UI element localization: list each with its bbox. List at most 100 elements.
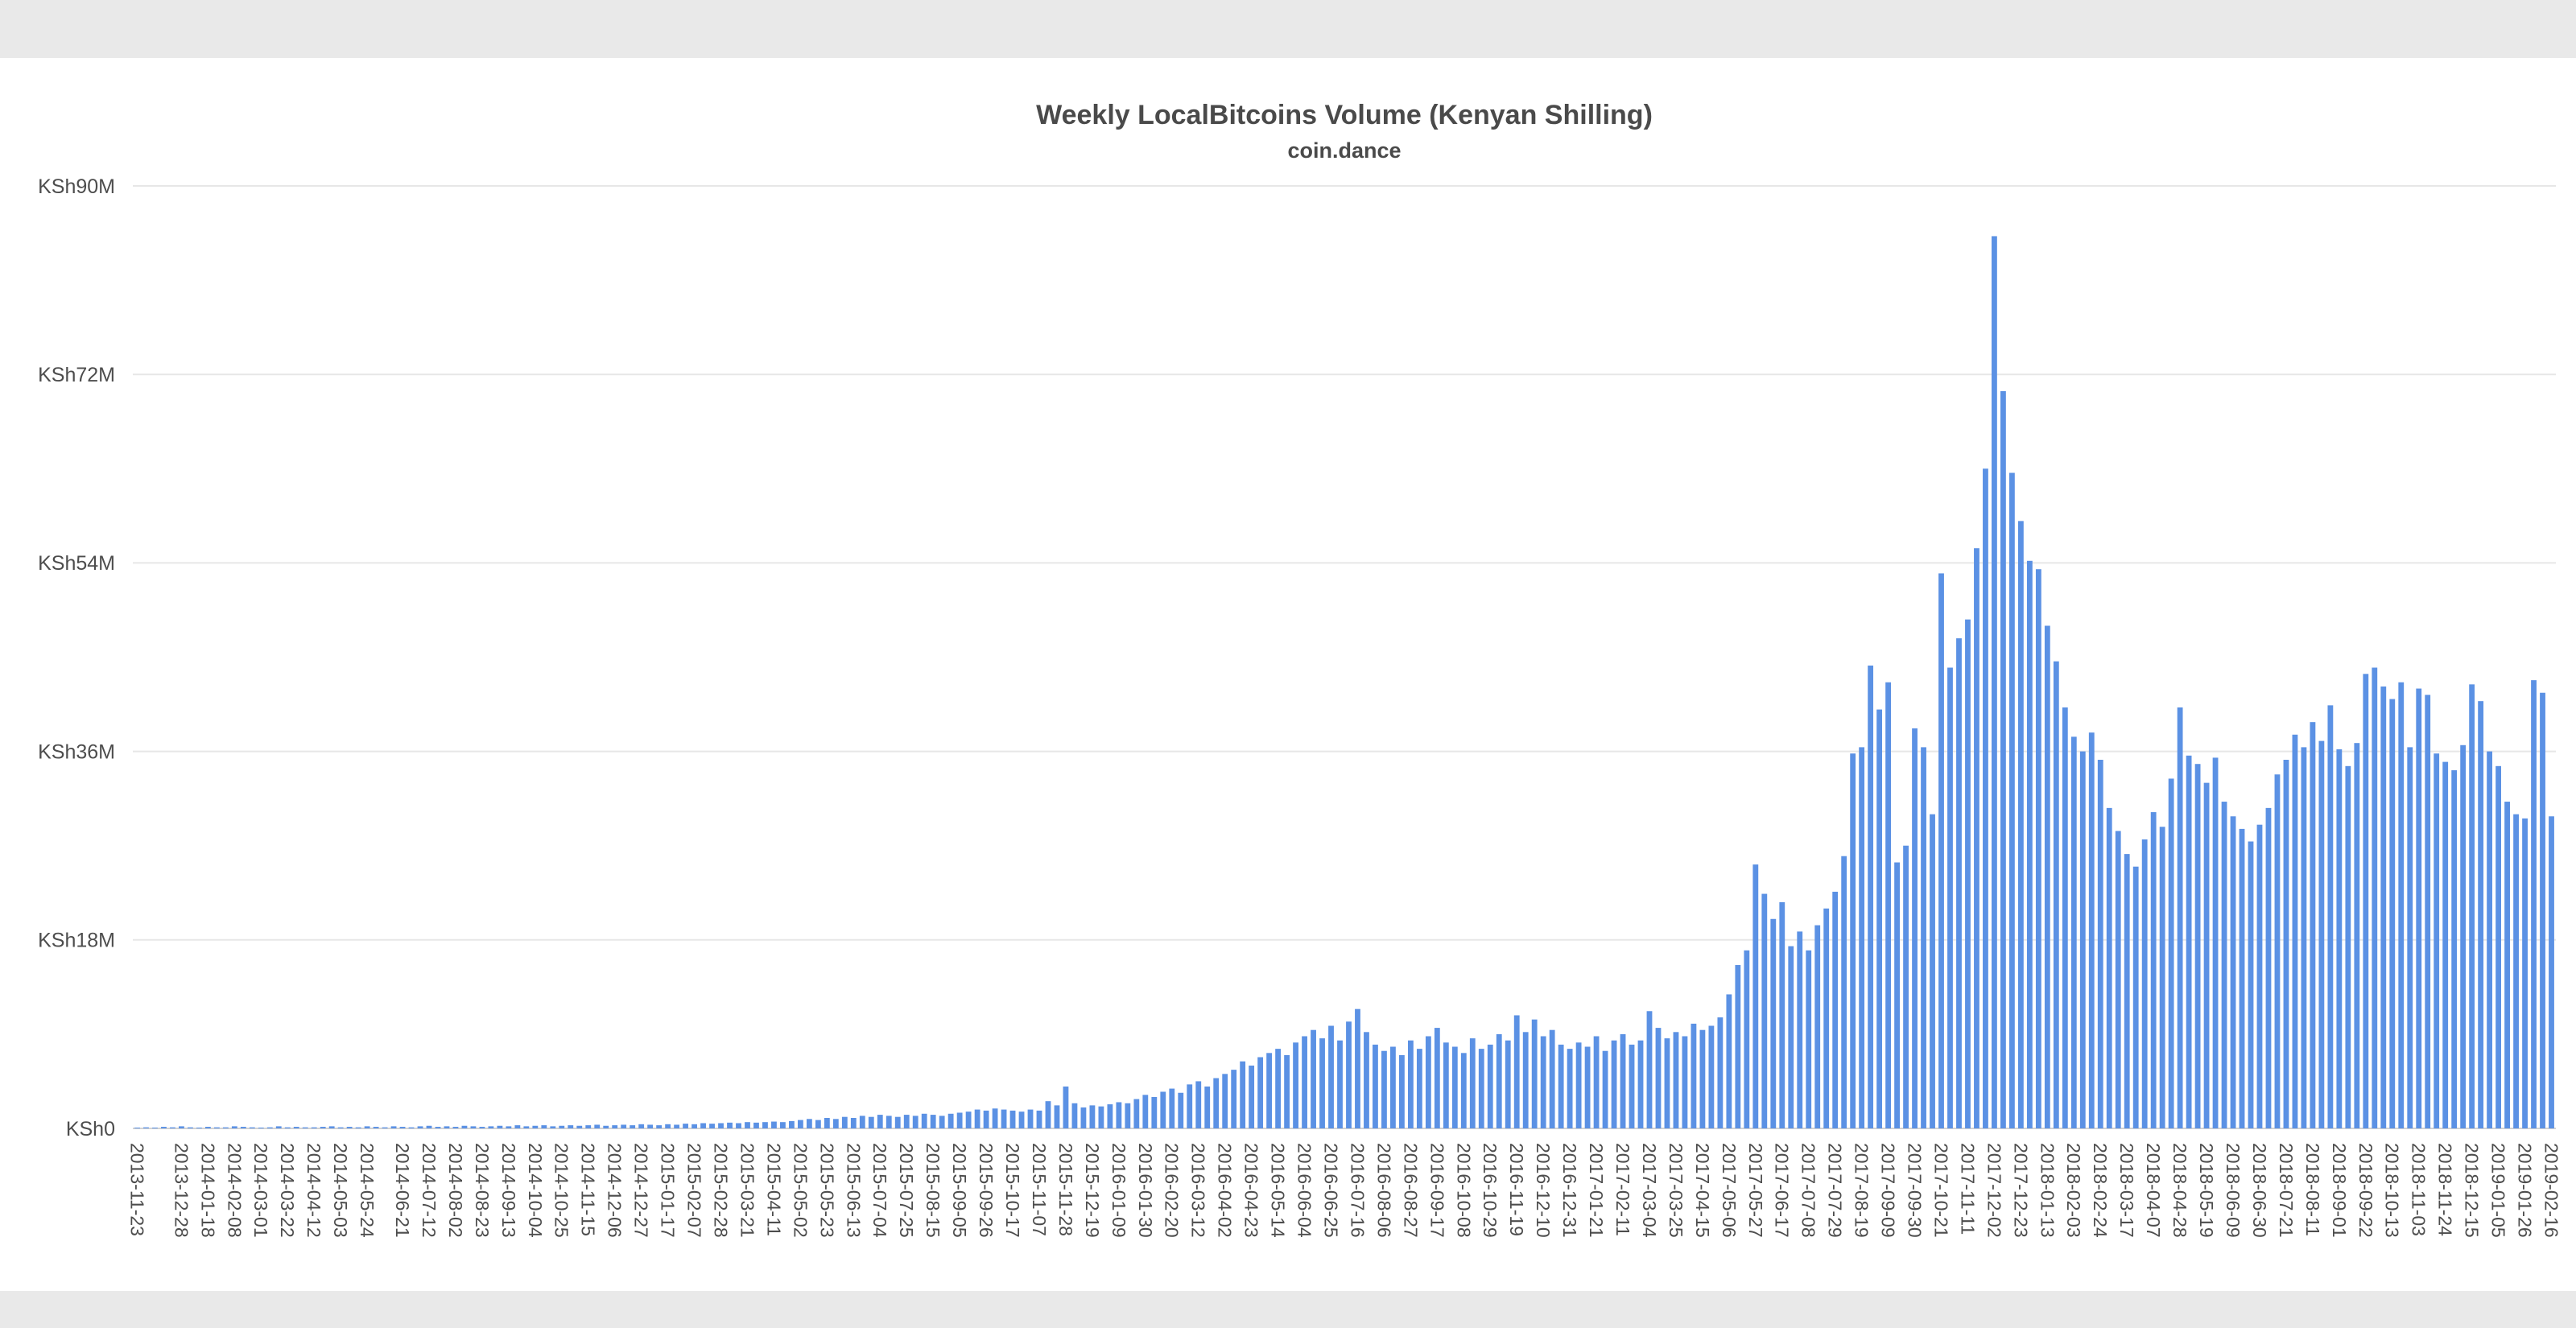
volume-bar[interactable] — [1054, 1105, 1060, 1128]
volume-bar[interactable] — [1567, 1049, 1573, 1128]
volume-bar[interactable] — [2186, 755, 2192, 1128]
volume-bar[interactable] — [850, 1117, 857, 1128]
volume-bar[interactable] — [1699, 1029, 1706, 1128]
volume-bar[interactable] — [1992, 236, 1997, 1129]
volume-bar[interactable] — [1832, 891, 1839, 1128]
volume-bar[interactable] — [514, 1125, 521, 1128]
volume-bar[interactable] — [1806, 950, 1812, 1128]
volume-bar[interactable] — [832, 1119, 839, 1128]
volume-bar[interactable] — [523, 1126, 530, 1128]
volume-bar[interactable] — [479, 1127, 485, 1128]
volume-bar[interactable] — [1434, 1028, 1440, 1128]
volume-bar[interactable] — [1850, 753, 1856, 1128]
volume-bar[interactable] — [771, 1121, 777, 1128]
volume-bar[interactable] — [1930, 814, 1935, 1128]
volume-bar[interactable] — [1540, 1036, 1546, 1129]
volume-bar[interactable] — [444, 1126, 450, 1128]
volume-bar[interactable] — [974, 1109, 980, 1128]
volume-bar[interactable] — [1903, 845, 1909, 1128]
volume-bar[interactable] — [1717, 1017, 1724, 1128]
volume-bar[interactable] — [1602, 1050, 1608, 1128]
volume-bar[interactable] — [1938, 573, 1944, 1128]
volume-bar[interactable] — [328, 1126, 335, 1128]
volume-bar[interactable] — [1302, 1036, 1307, 1129]
volume-bar[interactable] — [1620, 1033, 1626, 1128]
volume-bar[interactable] — [815, 1120, 821, 1128]
volume-bar[interactable] — [452, 1127, 459, 1128]
volume-bar[interactable] — [1894, 862, 1900, 1128]
volume-bar[interactable] — [1797, 931, 1803, 1128]
volume-bar[interactable] — [647, 1124, 654, 1128]
volume-bar[interactable] — [2522, 818, 2528, 1128]
volume-bar[interactable] — [435, 1127, 441, 1128]
volume-bar[interactable] — [576, 1125, 583, 1128]
volume-bar[interactable] — [1045, 1101, 1051, 1128]
volume-bar[interactable] — [2177, 707, 2183, 1128]
volume-bar[interactable] — [1373, 1044, 1378, 1128]
volume-bar[interactable] — [2416, 688, 2422, 1128]
volume-bar[interactable] — [1646, 1011, 1653, 1128]
volume-bar[interactable] — [2451, 770, 2458, 1128]
volume-bar[interactable] — [532, 1125, 539, 1128]
volume-bar[interactable] — [1947, 667, 1953, 1128]
volume-bar[interactable] — [1921, 747, 1926, 1128]
volume-bar[interactable] — [2194, 764, 2201, 1128]
volume-bar[interactable] — [2274, 774, 2281, 1128]
volume-bar[interactable] — [1390, 1046, 1396, 1128]
volume-bar[interactable] — [1885, 682, 1892, 1128]
volume-bar[interactable] — [1080, 1107, 1087, 1128]
volume-bar[interactable] — [2115, 831, 2121, 1128]
volume-bar[interactable] — [390, 1126, 397, 1128]
volume-bar[interactable] — [1637, 1040, 1644, 1128]
volume-bar[interactable] — [877, 1115, 883, 1128]
volume-bar[interactable] — [320, 1127, 326, 1128]
volume-bar[interactable] — [1293, 1042, 1298, 1128]
volume-bar[interactable] — [1814, 925, 1821, 1128]
volume-bar[interactable] — [594, 1124, 601, 1128]
volume-bar[interactable] — [674, 1124, 680, 1128]
volume-bar[interactable] — [1735, 965, 1741, 1128]
volume-bar[interactable] — [231, 1126, 237, 1128]
volume-bar[interactable] — [2062, 707, 2068, 1128]
volume-bar[interactable] — [1381, 1050, 1387, 1128]
volume-bar[interactable] — [2469, 684, 2475, 1128]
volume-bar[interactable] — [1187, 1084, 1193, 1128]
volume-bar[interactable] — [2372, 667, 2378, 1128]
volume-bar[interactable] — [2336, 749, 2343, 1128]
volume-bar[interactable] — [1195, 1081, 1202, 1128]
volume-bar[interactable] — [1098, 1106, 1104, 1128]
volume-bar[interactable] — [1726, 994, 1732, 1128]
volume-bar[interactable] — [1275, 1049, 1282, 1128]
volume-bar[interactable] — [2053, 661, 2059, 1128]
volume-bar[interactable] — [2141, 839, 2148, 1128]
volume-bar[interactable] — [2345, 765, 2351, 1128]
volume-bar[interactable] — [2540, 692, 2545, 1128]
volume-bar[interactable] — [541, 1125, 547, 1128]
volume-bar[interactable] — [1575, 1042, 1582, 1128]
volume-bar[interactable] — [2239, 828, 2245, 1128]
volume-bar[interactable] — [1311, 1029, 1316, 1128]
volume-bar[interactable] — [2026, 560, 2033, 1128]
volume-bar[interactable] — [1522, 1032, 1529, 1128]
volume-bar[interactable] — [603, 1125, 609, 1128]
volume-bar[interactable] — [859, 1116, 865, 1128]
volume-bar[interactable] — [753, 1122, 759, 1128]
volume-bar[interactable] — [161, 1127, 167, 1128]
volume-bar[interactable] — [1629, 1044, 1635, 1128]
volume-bar[interactable] — [488, 1126, 494, 1128]
volume-bar[interactable] — [1859, 747, 1865, 1128]
volume-bar[interactable] — [1487, 1044, 1493, 1128]
volume-bar[interactable] — [426, 1125, 432, 1128]
volume-bar[interactable] — [1531, 1019, 1538, 1128]
volume-bar[interactable] — [1204, 1086, 1211, 1128]
volume-bar[interactable] — [1089, 1105, 1096, 1128]
volume-bar[interactable] — [1593, 1036, 1600, 1129]
volume-bar[interactable] — [179, 1126, 184, 1128]
volume-bar[interactable] — [550, 1126, 556, 1128]
volume-bar[interactable] — [275, 1126, 282, 1128]
volume-bar[interactable] — [2203, 782, 2210, 1128]
volume-bar[interactable] — [1125, 1103, 1131, 1128]
volume-bar[interactable] — [1655, 1028, 1662, 1128]
volume-bar[interactable] — [947, 1113, 954, 1128]
volume-bar[interactable] — [745, 1122, 750, 1128]
